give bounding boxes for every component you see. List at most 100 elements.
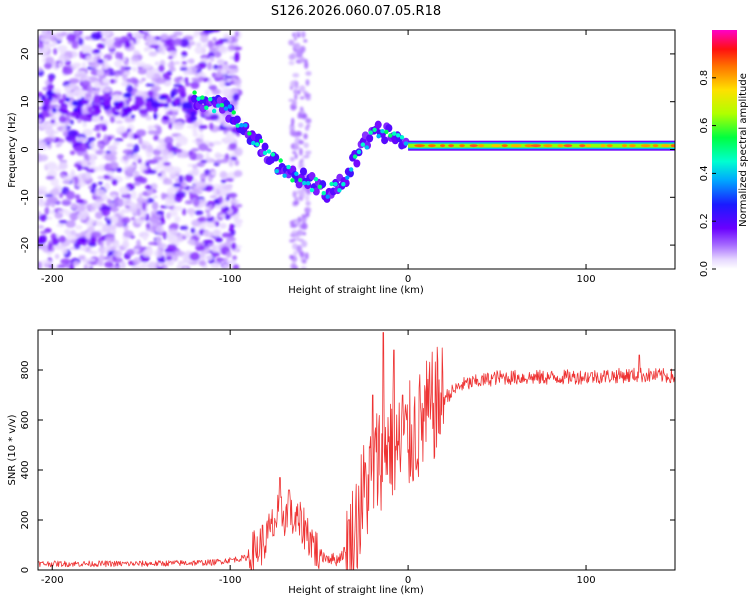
spectrogram-speckle: [95, 211, 103, 220]
spectrogram-speckle: [288, 53, 295, 60]
spectrogram-speckle: [113, 266, 121, 269]
spectrogram-speckle: [228, 142, 237, 150]
track-blob-inner: [376, 134, 381, 139]
steady-line-peak: [428, 144, 436, 148]
spectrogram-speckle: [174, 215, 181, 223]
spectrogram-speckle: [38, 225, 45, 229]
spectrogram-speckle: [96, 43, 106, 49]
steady-line-peak: [524, 144, 534, 148]
spectrogram-speckle: [61, 199, 72, 206]
spectrogram-speckle: [48, 75, 54, 84]
spectrogram-speckle: [96, 143, 104, 148]
track-blob-inner: [219, 102, 225, 108]
spectrogram-speckle: [113, 39, 124, 48]
spectrogram-speckle: [297, 48, 302, 56]
spectrogram-speckle: [109, 79, 115, 84]
spectrogram-speckle: [74, 30, 81, 35]
spectrogram-speckle: [158, 95, 168, 101]
spectrogram-speckle: [109, 246, 117, 251]
spectrogram-speckle: [158, 64, 165, 73]
spectrogram-speckle: [177, 238, 184, 242]
spectrogram-speckle: [184, 77, 189, 84]
spectrogram-speckle: [125, 205, 130, 209]
spectrogram-speckle: [198, 143, 209, 152]
spectrogram-speckle: [78, 37, 84, 46]
spectrogram-speckle: [181, 101, 192, 110]
spectrogram-speckle: [132, 135, 140, 139]
spectrogram-speckle: [225, 239, 232, 248]
spectrogram-speckle: [58, 192, 64, 199]
track-blob-inner: [247, 131, 252, 136]
spectrogram-speckle: [74, 194, 81, 200]
spectrogram-speckle: [97, 123, 105, 128]
spectrogram-speckle: [130, 190, 137, 200]
spectrogram-speckle: [44, 30, 54, 40]
snr-x-ticks: -200 -100 0 100: [41, 330, 596, 586]
spectrogram-speckle: [55, 143, 61, 148]
spectrogram-speckle: [296, 229, 304, 237]
spectrogram-speckle: [301, 259, 307, 264]
steady-line-core: [408, 143, 675, 148]
spectrogram-speckle: [167, 152, 175, 159]
spectrogram-speckle: [71, 62, 81, 70]
track-blob-inner: [329, 181, 334, 187]
spectrogram-speckle: [220, 258, 225, 262]
track-blob-inner: [395, 133, 401, 138]
spectrogram-speckle: [135, 129, 147, 137]
spectrogram-speckle: [69, 119, 74, 125]
colorbar-tick-label: 0.8: [699, 70, 710, 86]
spectrogram-speckle: [165, 198, 171, 208]
spectrogram-speckle: [120, 260, 126, 269]
spectrogram-speckle: [169, 66, 176, 72]
spectrogram-speckle: [116, 168, 123, 173]
spectrogram-speckle: [154, 61, 159, 66]
spectrogram-speckle: [111, 70, 122, 74]
spectrogram-speckle: [209, 122, 214, 131]
spectrogram-speckle: [136, 61, 146, 67]
spectrogram-speckle: [173, 148, 183, 154]
spectrogram-speckle: [123, 92, 133, 99]
spectrogram-speckle: [203, 30, 215, 34]
spectrogram-speckle: [137, 158, 142, 164]
spectrogram-speckle: [207, 40, 214, 49]
snr-series-line: [38, 332, 675, 570]
spectrogram-speckle: [97, 59, 105, 64]
spectrogram-speckle: [121, 216, 131, 224]
track-blob-inner: [305, 181, 311, 186]
spectrogram-speckle: [60, 258, 71, 265]
spectrogram-speckle: [297, 89, 301, 95]
steady-line-peak: [585, 144, 591, 148]
spectrogram-speckle: [65, 97, 71, 102]
spectrogram-speckle: [214, 51, 222, 59]
spectrogram-speckle: [187, 163, 194, 167]
spectrogram-speckle: [102, 209, 111, 217]
spectrogram-speckle: [305, 118, 312, 124]
spectrogram-speckle: [290, 131, 298, 136]
spectrogram-speckle: [118, 100, 125, 109]
spectrogram-speckle: [203, 249, 210, 253]
spectrogram-speckle: [62, 68, 73, 75]
spectrogram-speckle: [122, 154, 129, 161]
track-blob-inner: [251, 140, 256, 146]
steady-line-peak: [579, 144, 586, 148]
spectrogram-speckle: [160, 217, 165, 225]
spectrogram-speckle: [44, 206, 50, 215]
spectrogram-speckle: [218, 195, 224, 204]
spectrogram-speckle: [222, 263, 231, 268]
y-tick-label: 800: [20, 360, 31, 379]
spectrogram-speckle: [162, 115, 170, 121]
chart-title: S126.2026.060.07.05.R18: [271, 4, 441, 19]
spectrogram-speckle: [114, 59, 123, 68]
spectrogram-speckle: [222, 184, 233, 190]
track-blob-inner: [286, 164, 291, 170]
spectrogram-speckle: [57, 45, 68, 52]
spectrogram-image: [38, 30, 675, 269]
spectrogram-speckle: [149, 39, 160, 44]
spectrogram-speckle: [52, 237, 60, 246]
spectrogram-speckle: [153, 113, 158, 120]
spectrogram-speckle: [38, 42, 45, 49]
spectrogram-speckle: [193, 198, 200, 207]
spectrogram-speckle: [44, 62, 53, 70]
spectrogram-speckle: [217, 46, 228, 54]
